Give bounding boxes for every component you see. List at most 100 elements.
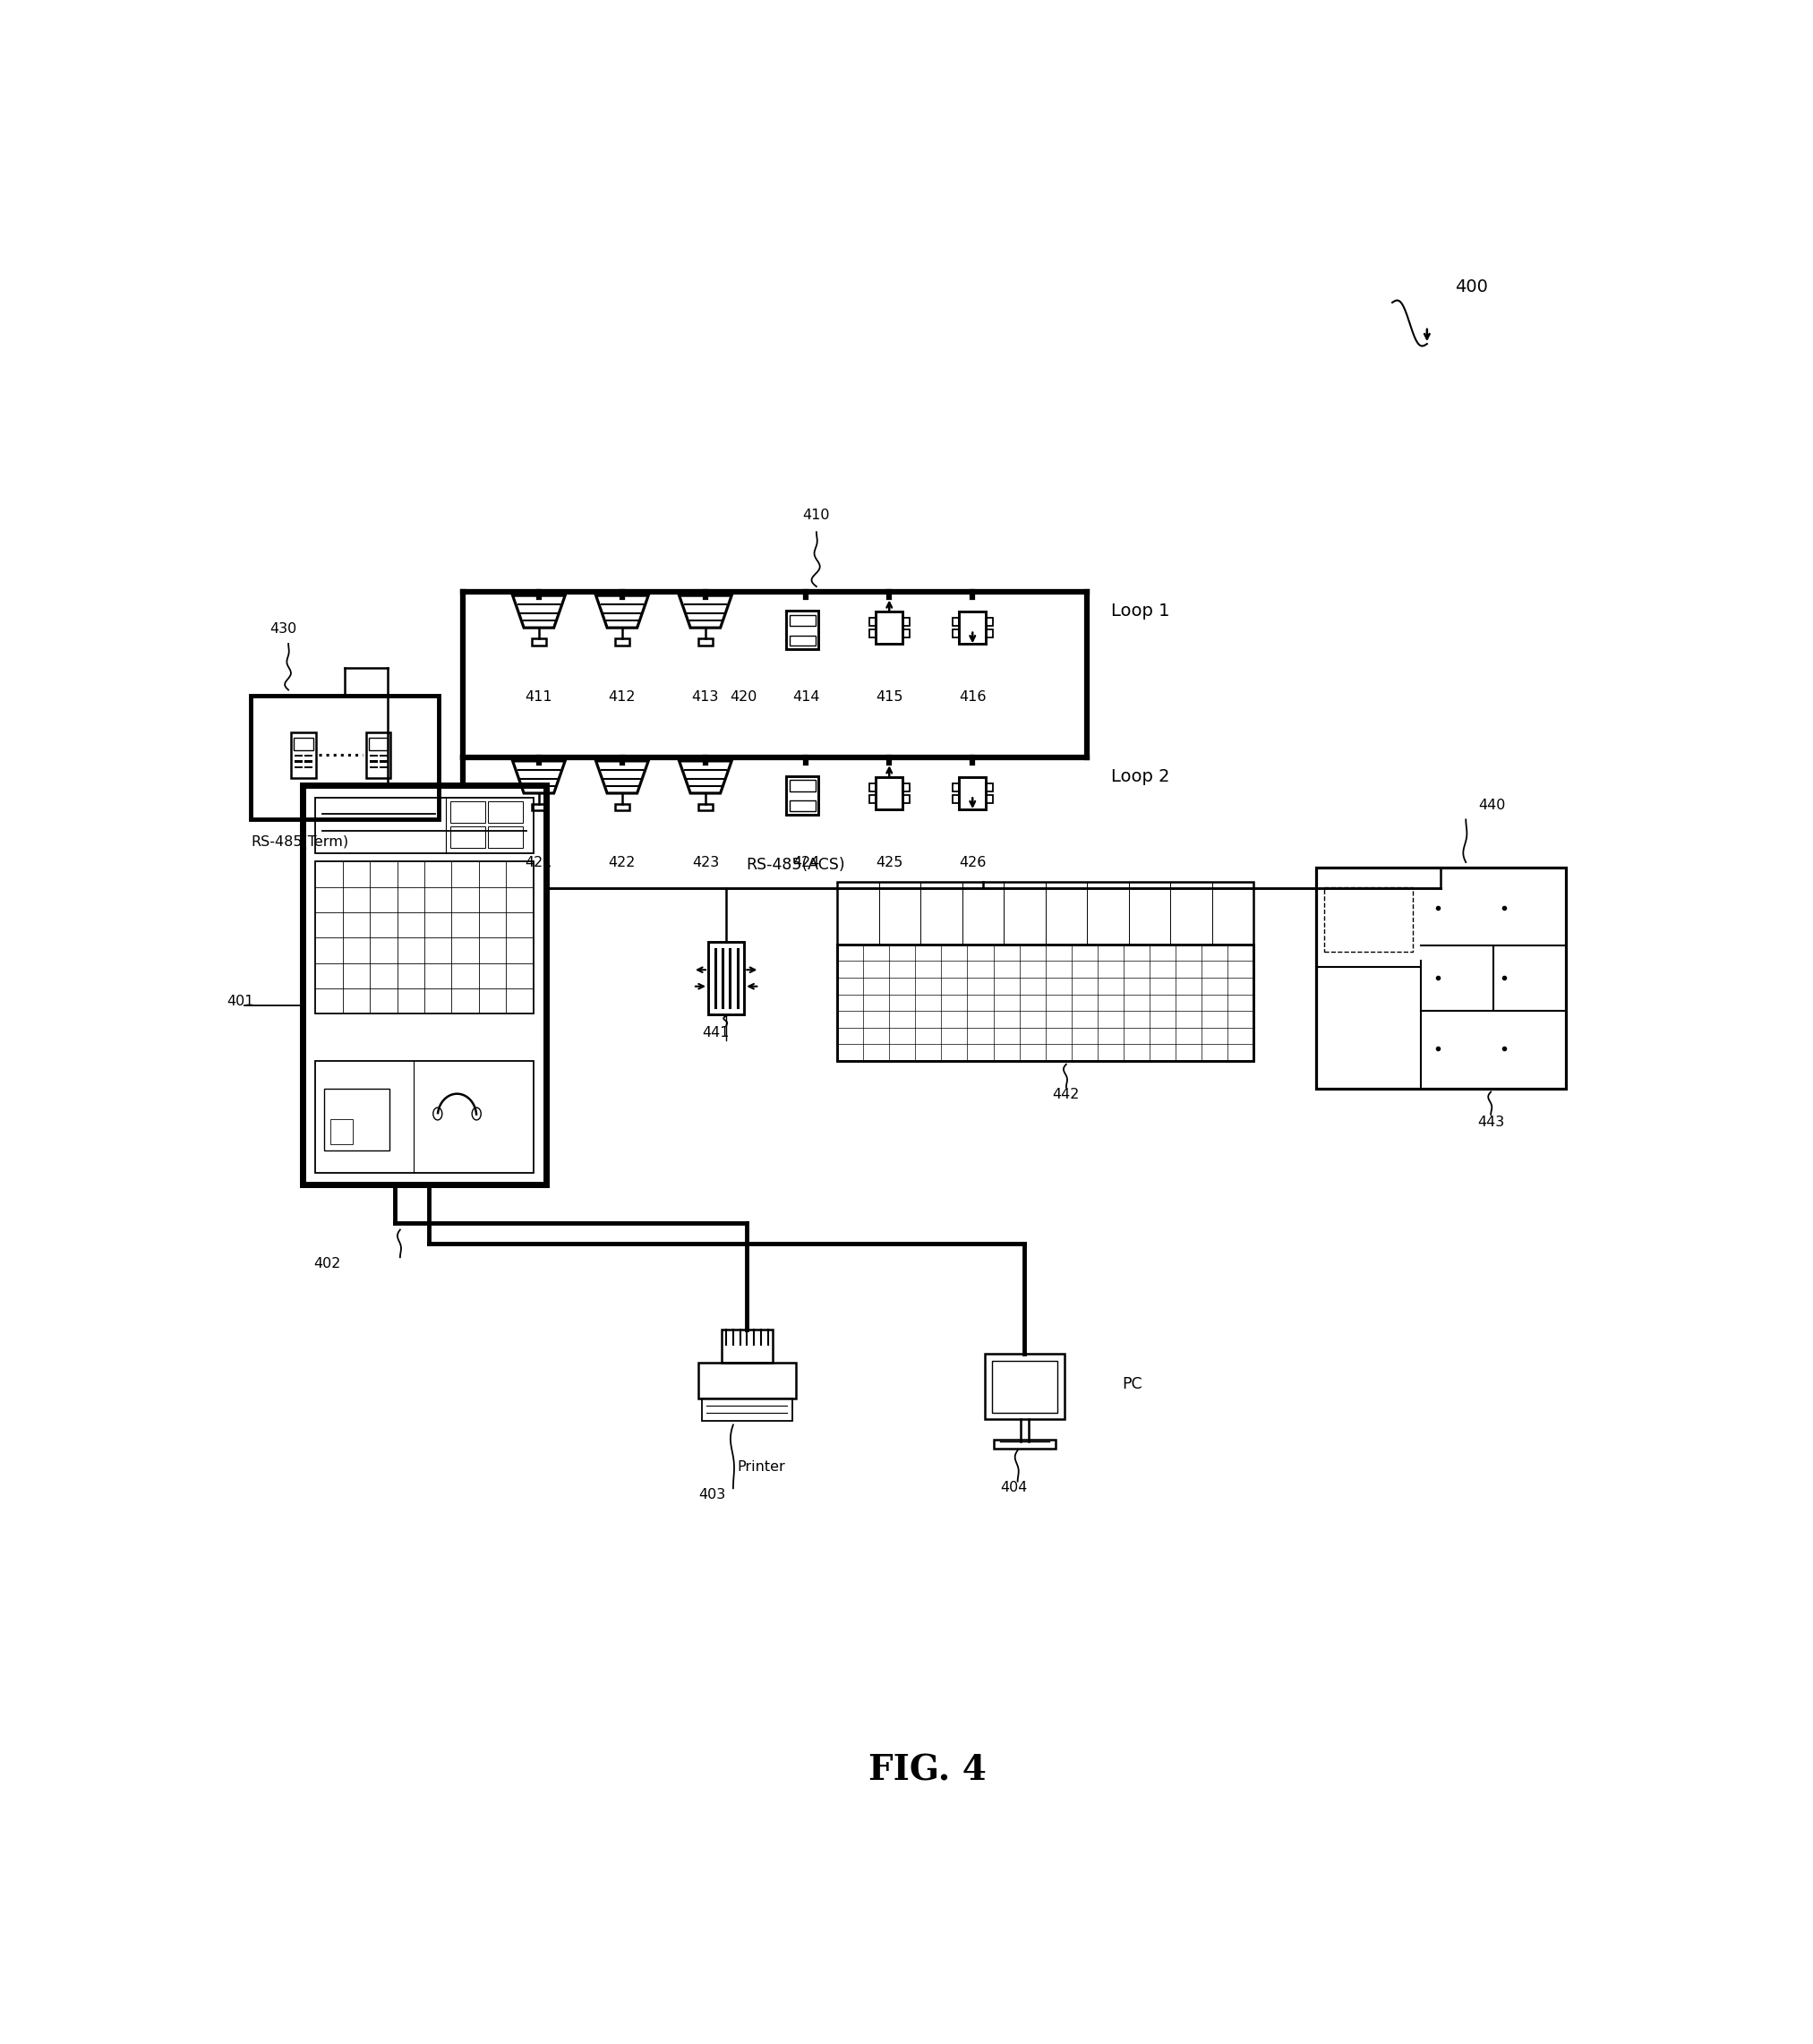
Bar: [789, 636, 816, 646]
Bar: [789, 801, 816, 811]
Bar: [698, 803, 713, 811]
Bar: [305, 760, 312, 762]
Bar: [952, 783, 959, 791]
Bar: [294, 760, 303, 762]
Bar: [787, 777, 819, 814]
Bar: [992, 1361, 1057, 1412]
Bar: [315, 863, 533, 1014]
Bar: [305, 754, 312, 756]
Bar: [290, 732, 315, 779]
Text: 422: 422: [609, 856, 636, 869]
Bar: [702, 1398, 792, 1421]
Bar: [294, 738, 314, 750]
Text: 425: 425: [876, 856, 903, 869]
Text: 420: 420: [731, 691, 758, 703]
Text: 402: 402: [314, 1257, 341, 1269]
Bar: [698, 638, 713, 646]
Bar: [959, 777, 986, 809]
Bar: [294, 754, 303, 756]
Bar: [787, 611, 819, 648]
Bar: [450, 826, 486, 848]
Text: 442: 442: [1053, 1087, 1081, 1102]
Bar: [450, 801, 486, 822]
Bar: [531, 638, 546, 646]
Bar: [531, 803, 546, 811]
Bar: [952, 630, 959, 638]
Bar: [838, 944, 1253, 1061]
Bar: [379, 760, 388, 762]
Bar: [959, 611, 986, 644]
Text: Loop 2: Loop 2: [1111, 769, 1169, 785]
Text: 414: 414: [792, 691, 819, 703]
Bar: [986, 783, 994, 791]
Text: PC: PC: [1122, 1376, 1142, 1392]
Text: FIG. 4: FIG. 4: [868, 1754, 986, 1788]
Bar: [370, 766, 377, 769]
Text: 404: 404: [1001, 1482, 1028, 1494]
Text: 415: 415: [876, 691, 903, 703]
Bar: [370, 754, 377, 756]
Text: 440: 440: [1478, 799, 1505, 811]
Bar: [698, 1363, 796, 1398]
Bar: [838, 881, 1253, 944]
Bar: [722, 1331, 772, 1363]
Text: 410: 410: [803, 509, 830, 523]
Bar: [303, 785, 546, 1186]
Text: 401: 401: [227, 993, 254, 1008]
Bar: [868, 630, 876, 638]
Bar: [903, 617, 910, 625]
Text: 423: 423: [693, 856, 720, 869]
Bar: [789, 781, 816, 791]
Bar: [488, 801, 522, 822]
Text: 411: 411: [526, 691, 553, 703]
Bar: [366, 732, 392, 779]
Text: 412: 412: [609, 691, 636, 703]
Bar: [789, 615, 816, 625]
Text: 441: 441: [702, 1026, 729, 1040]
Bar: [876, 611, 903, 644]
Bar: [709, 942, 745, 1014]
Bar: [379, 766, 388, 769]
Text: 400: 400: [1454, 278, 1488, 296]
Bar: [952, 795, 959, 803]
Text: 426: 426: [959, 856, 986, 869]
Bar: [1316, 869, 1566, 1087]
Text: 443: 443: [1478, 1116, 1505, 1128]
Bar: [903, 783, 910, 791]
Bar: [986, 795, 994, 803]
Text: 424: 424: [792, 856, 819, 869]
Bar: [294, 766, 303, 769]
Bar: [488, 826, 522, 848]
Bar: [952, 617, 959, 625]
Text: Loop 1: Loop 1: [1111, 603, 1169, 619]
Bar: [868, 617, 876, 625]
Text: 403: 403: [698, 1488, 725, 1500]
Bar: [615, 638, 629, 646]
Bar: [994, 1439, 1055, 1449]
Bar: [903, 795, 910, 803]
Bar: [315, 797, 533, 854]
Bar: [315, 1061, 533, 1173]
Bar: [984, 1353, 1064, 1419]
Bar: [370, 760, 377, 762]
Bar: [903, 630, 910, 638]
Bar: [250, 695, 439, 820]
Bar: [876, 777, 903, 809]
Bar: [305, 766, 312, 769]
Bar: [615, 803, 629, 811]
Bar: [1323, 887, 1412, 953]
Bar: [986, 617, 994, 625]
Text: RS-485(Term): RS-485(Term): [250, 836, 348, 848]
Text: 421: 421: [526, 856, 553, 869]
Bar: [379, 754, 388, 756]
Text: 413: 413: [693, 691, 720, 703]
Bar: [868, 795, 876, 803]
Text: 416: 416: [959, 691, 986, 703]
Bar: [986, 630, 994, 638]
Text: RS-485(ACS): RS-485(ACS): [747, 856, 845, 873]
Text: Printer: Printer: [736, 1459, 785, 1474]
Bar: [325, 1089, 390, 1151]
Bar: [368, 738, 388, 750]
Bar: [330, 1120, 354, 1145]
Text: 430: 430: [270, 623, 297, 636]
